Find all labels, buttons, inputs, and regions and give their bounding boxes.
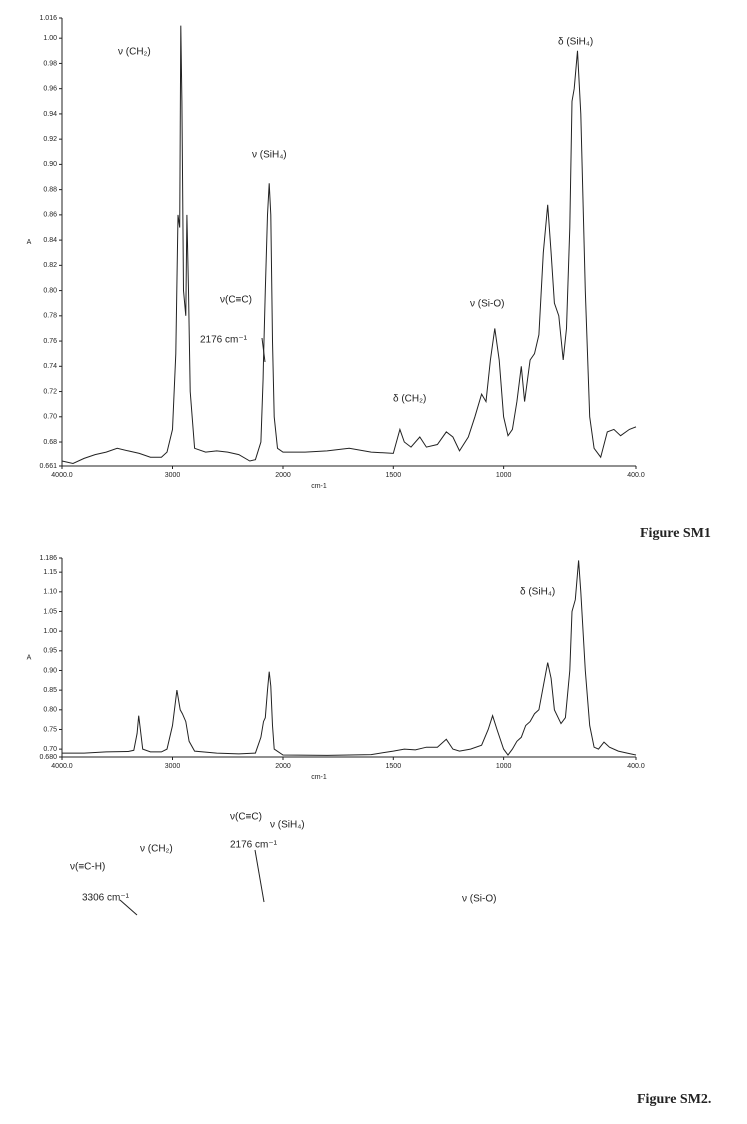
x-tick-label: 1500 xyxy=(386,472,402,479)
figure-caption: Figure SM2. xyxy=(637,1092,711,1107)
y-tick-label: 1.15 xyxy=(43,569,57,576)
annotation: δ (CH₂) xyxy=(393,394,426,405)
x-tick-label: 1500 xyxy=(386,763,402,770)
spectrum-line xyxy=(62,560,637,756)
annotation: ν (CH₂) xyxy=(140,844,173,855)
y-tick-label: 0.68 xyxy=(43,439,57,446)
y-tick-label: 1.186 xyxy=(39,555,57,562)
x-tick-label: 2000 xyxy=(275,763,291,770)
y-tick-label: 0.88 xyxy=(43,186,57,193)
y-tick-label: 1.016 xyxy=(39,15,57,22)
annotation: ν (SiH₄) xyxy=(270,820,305,831)
annotation: ν (SiH₄) xyxy=(252,150,287,161)
y-tick-label: 1.00 xyxy=(43,628,57,635)
y-tick-label: 0.82 xyxy=(43,262,57,269)
y-axis-label: A xyxy=(27,239,32,246)
annotation: 2176 cm⁻¹ xyxy=(230,840,278,851)
y-tick-label: 0.76 xyxy=(43,338,57,345)
y-tick-label: 0.70 xyxy=(43,746,57,753)
y-tick-label: 0.78 xyxy=(43,313,57,320)
x-axis-label: cm-1 xyxy=(311,774,327,781)
y-tick-label: 0.95 xyxy=(43,648,57,655)
y-tick-label: 0.84 xyxy=(43,237,57,244)
y-tick-label: 0.94 xyxy=(43,111,57,118)
annotation-leader xyxy=(119,899,138,916)
y-tick-label: 1.10 xyxy=(43,589,57,596)
annotation: ν (Si-O) xyxy=(462,894,496,905)
annotation: 3306 cm⁻¹ xyxy=(82,893,130,904)
y-tick-label: 0.75 xyxy=(43,726,57,733)
y-tick-label: 0.680 xyxy=(39,754,57,761)
y-tick-label: 0.661 xyxy=(39,463,57,470)
annotation: ν (Si-O) xyxy=(470,299,504,310)
y-tick-label: 0.86 xyxy=(43,212,57,219)
y-tick-label: 0.90 xyxy=(43,667,57,674)
y-tick-label: 0.80 xyxy=(43,707,57,714)
x-tick-label: 3000 xyxy=(165,763,181,770)
annotation: δ (SiH₄) xyxy=(558,37,593,48)
y-tick-label: 0.92 xyxy=(43,136,57,143)
y-tick-label: 0.80 xyxy=(43,287,57,294)
x-tick-label: 4000.0 xyxy=(51,763,73,770)
annotation: ν(C≡C) xyxy=(220,295,252,306)
y-tick-label: 0.70 xyxy=(43,414,57,421)
x-tick-label: 3000 xyxy=(165,472,181,479)
x-tick-label: 400.0 xyxy=(627,472,645,479)
y-tick-label: 1.00 xyxy=(43,35,57,42)
y-axis-label: A xyxy=(27,654,32,661)
annotation-leader xyxy=(254,849,265,903)
y-tick-label: 0.96 xyxy=(43,86,57,93)
y-tick-label: 0.85 xyxy=(43,687,57,694)
spectrum-line xyxy=(61,25,637,465)
annotation-leader xyxy=(261,337,266,363)
x-tick-label: 2000 xyxy=(275,472,291,479)
x-tick-label: 1000 xyxy=(496,472,512,479)
annotation: ν (CH₂) xyxy=(118,47,151,58)
x-tick-label: 1000 xyxy=(496,763,512,770)
y-tick-label: 0.72 xyxy=(43,388,57,395)
y-tick-label: 1.05 xyxy=(43,608,57,615)
y-tick-label: 0.74 xyxy=(43,363,57,370)
annotation: 2176 cm⁻¹ xyxy=(200,335,248,346)
y-tick-label: 0.98 xyxy=(43,60,57,67)
annotation: ν(≡C-H) xyxy=(70,862,105,873)
x-tick-label: 400.0 xyxy=(627,763,645,770)
annotation: ν(C≡C) xyxy=(230,812,262,823)
figure-caption: Figure SM1 xyxy=(640,526,711,541)
x-tick-label: 4000.0 xyxy=(51,472,73,479)
y-tick-label: 0.90 xyxy=(43,161,57,168)
annotation: δ (SiH₄) xyxy=(520,587,555,598)
x-axis-label: cm-1 xyxy=(311,483,327,490)
